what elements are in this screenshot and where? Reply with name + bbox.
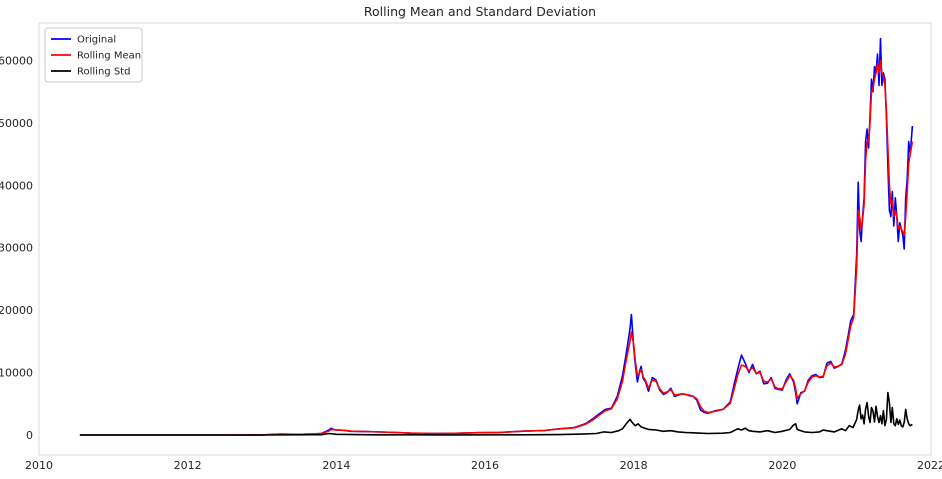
y-tick-label: 60000 [0, 54, 33, 67]
legend: Original Rolling Mean Rolling Std [44, 27, 143, 83]
y-tick-label: 30000 [0, 242, 33, 255]
x-tick-label: 2016 [471, 459, 499, 472]
x-axis-tick-labels: 2010 2012 2014 2016 2018 2020 2022 [25, 459, 942, 472]
series-line-rolling-std [79, 391, 913, 436]
legend-label: Rolling Mean [77, 51, 141, 62]
x-tick-label: 2022 [917, 459, 942, 472]
legend-box [44, 27, 143, 83]
plot-area [38, 22, 932, 456]
x-tick-label: 2020 [768, 459, 796, 472]
x-tick-label: 2010 [25, 459, 53, 472]
y-tick-label: 40000 [0, 179, 33, 192]
legend-label: Rolling Std [77, 67, 130, 78]
x-tick-label: 2012 [174, 459, 202, 472]
chart-title: Rolling Mean and Standard Deviation [364, 4, 596, 19]
y-tick-label: 50000 [0, 117, 33, 130]
y-tick-label: 20000 [0, 304, 33, 317]
legend-label: Original [77, 35, 116, 46]
y-axis-tick-labels: 0 10000 20000 30000 40000 50000 60000 [0, 54, 33, 442]
series-layer [79, 37, 914, 436]
x-tick-label: 2014 [322, 459, 350, 472]
series-line-rolling-mean [79, 59, 914, 436]
x-tick-label: 2018 [620, 459, 648, 472]
y-tick-label: 10000 [0, 367, 33, 380]
y-tick-label: 0 [26, 429, 33, 442]
